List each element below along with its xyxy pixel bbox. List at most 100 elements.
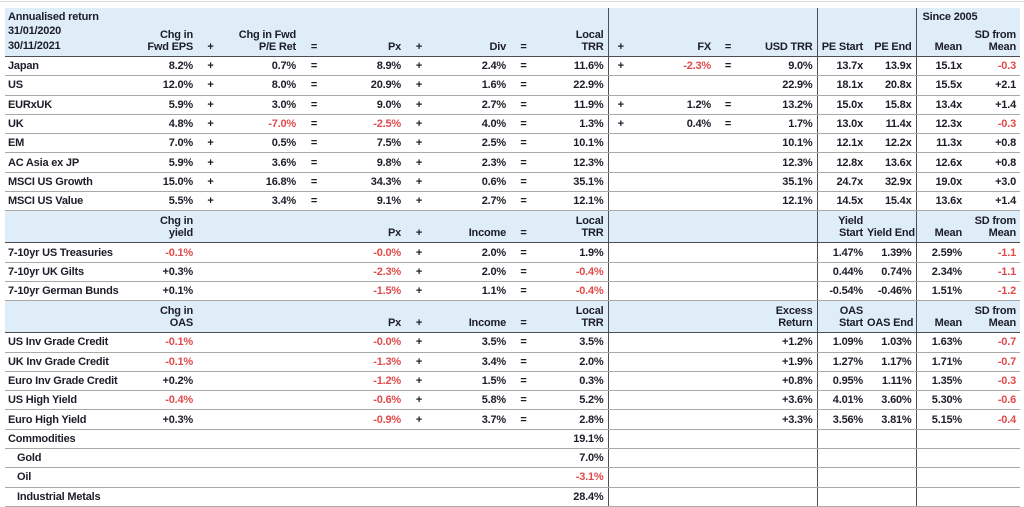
cell-op5 [608, 242, 633, 263]
cell-op5 [608, 390, 633, 411]
cell-op4: = [510, 172, 537, 193]
cell-op1 [197, 352, 224, 372]
cell-div [433, 467, 510, 488]
cell-op2 [300, 390, 328, 411]
cell-usd-trr: +1.2% [741, 332, 818, 353]
cell-op1: + [197, 114, 224, 135]
cell-op1 [197, 409, 224, 430]
cell-op1: + [197, 133, 224, 154]
cell-op4: = [510, 371, 537, 392]
cell-op4: = [510, 152, 537, 173]
cell-div: 2.4% [433, 56, 510, 77]
cell-op2 [300, 242, 328, 263]
cell-op5 [608, 487, 633, 507]
cell-fx [633, 487, 715, 507]
cell-fx [633, 75, 715, 96]
cell-local-trr: 11.6% [537, 56, 609, 77]
cell-op4: = [510, 352, 537, 372]
cell-pe-end: 0.74% [867, 262, 917, 282]
row-label: MSCI US Value [5, 191, 140, 212]
cell-px: -0.0% [328, 242, 405, 263]
cell-div [433, 487, 510, 507]
cell-op6 [715, 352, 741, 372]
cell-usd-trr [741, 448, 818, 469]
cell-op2 [300, 371, 328, 392]
cell-pe-end [867, 467, 917, 488]
cell-v2: 0.7% [224, 56, 300, 77]
cell-op5 [608, 332, 633, 353]
cell-v1: 15.0% [140, 172, 197, 193]
cell-fx [633, 172, 715, 193]
cell-op1: + [197, 152, 224, 173]
cell-div: 3.7% [433, 409, 510, 430]
cell-usd-trr: 9.0% [741, 56, 818, 77]
cell-v1: 5.9% [140, 152, 197, 173]
cell-op2: = [300, 114, 328, 135]
cell-local-trr: 0.3% [537, 371, 609, 392]
header-fx [633, 300, 715, 334]
header-op2 [300, 300, 328, 334]
cell-fx [633, 152, 715, 173]
header-pe-end: OAS End [867, 300, 917, 334]
cell-op3: + [405, 262, 433, 282]
cell-mean: 15.5x [916, 75, 966, 96]
cell-div: 2.0% [433, 262, 510, 282]
cell-pe-start: 13.0x [817, 114, 867, 135]
cell-v1 [140, 429, 197, 450]
cell-op1 [197, 390, 224, 411]
cell-local-trr: 10.1% [537, 133, 609, 154]
cell-v2: 3.6% [224, 152, 300, 173]
table-row: EM 7.0% +0.5% = 7.5% +2.5% = 10.1% 10.1% 12.1x 12.… [5, 133, 1020, 154]
cell-pe-end [867, 448, 917, 469]
cell-sd-from-mean: +3.0 [966, 172, 1020, 193]
cell-op5 [608, 152, 633, 173]
header-fx [633, 210, 715, 244]
cell-mean: 2.59% [916, 242, 966, 263]
cell-div [433, 429, 510, 450]
cell-sd-from-mean: -0.7 [966, 352, 1020, 372]
cell-fx [633, 409, 715, 430]
cell-op4: = [510, 191, 537, 212]
cell-op6 [715, 191, 741, 212]
cell-v1: 8.2% [140, 56, 197, 77]
header-pe-end: PE End [867, 8, 917, 57]
cell-pe-start [817, 429, 867, 450]
header-pe-start: OAS Start [817, 300, 867, 334]
cell-v1: -0.1% [140, 242, 197, 263]
cell-op6 [715, 262, 741, 282]
cell-usd-trr: +0.8% [741, 371, 818, 392]
header-local-trr: Local TRR [537, 210, 609, 244]
cell-mean: 1.35% [916, 371, 966, 392]
header-op2 [300, 210, 328, 244]
cell-op3 [405, 429, 433, 450]
cell-mean: 15.1x [916, 56, 966, 77]
cell-usd-trr: 22.9% [741, 75, 818, 96]
cell-mean: 1.63% [916, 332, 966, 353]
cell-op1 [197, 281, 224, 302]
cell-op3: + [405, 191, 433, 212]
cell-op4 [510, 467, 537, 488]
cell-v2: 3.0% [224, 95, 300, 115]
row-label: 7-10yr German Bunds [5, 281, 140, 302]
cell-sd-from-mean: +1.4 [966, 191, 1020, 212]
cell-op5 [608, 133, 633, 154]
cell-op2 [300, 487, 328, 507]
header-mean: Mean [916, 210, 966, 244]
header-pe-start: Yield Start [817, 210, 867, 244]
cell-pe-start [817, 487, 867, 507]
cell-op4: = [510, 390, 537, 411]
cell-pe-start: 18.1x [817, 75, 867, 96]
date-range-line: 30/11/2021 [8, 40, 61, 52]
row-label: UK Inv Grade Credit [5, 352, 140, 372]
cell-v2 [224, 371, 300, 392]
cell-fx [633, 467, 715, 488]
cell-fx [633, 281, 715, 302]
cell-usd-trr: +3.3% [741, 409, 818, 430]
header-sd-from-mean: SD from Mean [966, 300, 1020, 334]
table-row: UK Inv Grade Credit -0.1% -1.3% +3.4% = 2.0% +… [5, 352, 1020, 372]
cell-op5 [608, 172, 633, 193]
header-v2: Chg in Fwd P/E Ret [224, 8, 300, 57]
cell-div: 2.3% [433, 152, 510, 173]
cell-pe-end: 11.4x [867, 114, 917, 135]
cell-px: -0.6% [328, 390, 405, 411]
